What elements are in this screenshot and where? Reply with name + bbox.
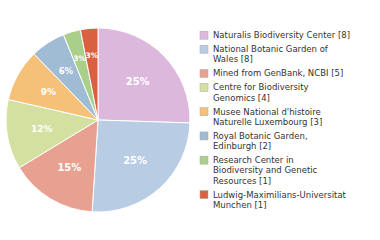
legend-label: Research Center inBiodiversity and Genet… [213, 155, 318, 185]
legend-swatch [200, 191, 208, 199]
legend-swatch [200, 31, 208, 39]
data-label: 12% [31, 124, 53, 134]
data-label: 25% [123, 155, 147, 166]
legend: Naturalis Biodiversity Center [8] Nationa… [200, 30, 350, 210]
legend-swatch [200, 108, 208, 116]
data-label: 15% [57, 162, 81, 173]
legend-swatch [200, 132, 208, 140]
chart: 25%25%15%12%9%6%3%3%Naturalis Biodiversi… [0, 0, 380, 240]
legend-label: Musee National d'histoireNaturelle Luxem… [213, 107, 322, 127]
data-label: 6% [59, 66, 74, 76]
legend-label: Naturalis Biodiversity Center [8] [213, 30, 350, 40]
legend-swatch [200, 45, 208, 53]
data-label: 9% [41, 87, 56, 97]
pie [6, 28, 190, 212]
legend-label: National Botanic Garden ofWales [8] [213, 44, 329, 64]
legend-label: Royal Botanic Garden,Edinburgh [2] [213, 131, 308, 151]
data-labels: 25%25%15%12%9%6%3%3% [31, 51, 150, 172]
legend-label: Mined from GenBank, NCBI [5] [213, 68, 343, 78]
pie-slice [80, 28, 98, 120]
legend-swatch [200, 69, 208, 77]
pie-slice [92, 120, 190, 212]
legend-label: Ludwig-Maximilians-UniversitatMunchen [1… [213, 190, 347, 210]
legend-label: Centre for BiodiversityGenomics [4] [213, 82, 309, 102]
legend-swatch [200, 156, 208, 164]
legend-swatch [200, 83, 208, 91]
data-label: 25% [126, 76, 150, 87]
pie-slice [98, 28, 190, 123]
data-label: 3% [85, 51, 98, 60]
